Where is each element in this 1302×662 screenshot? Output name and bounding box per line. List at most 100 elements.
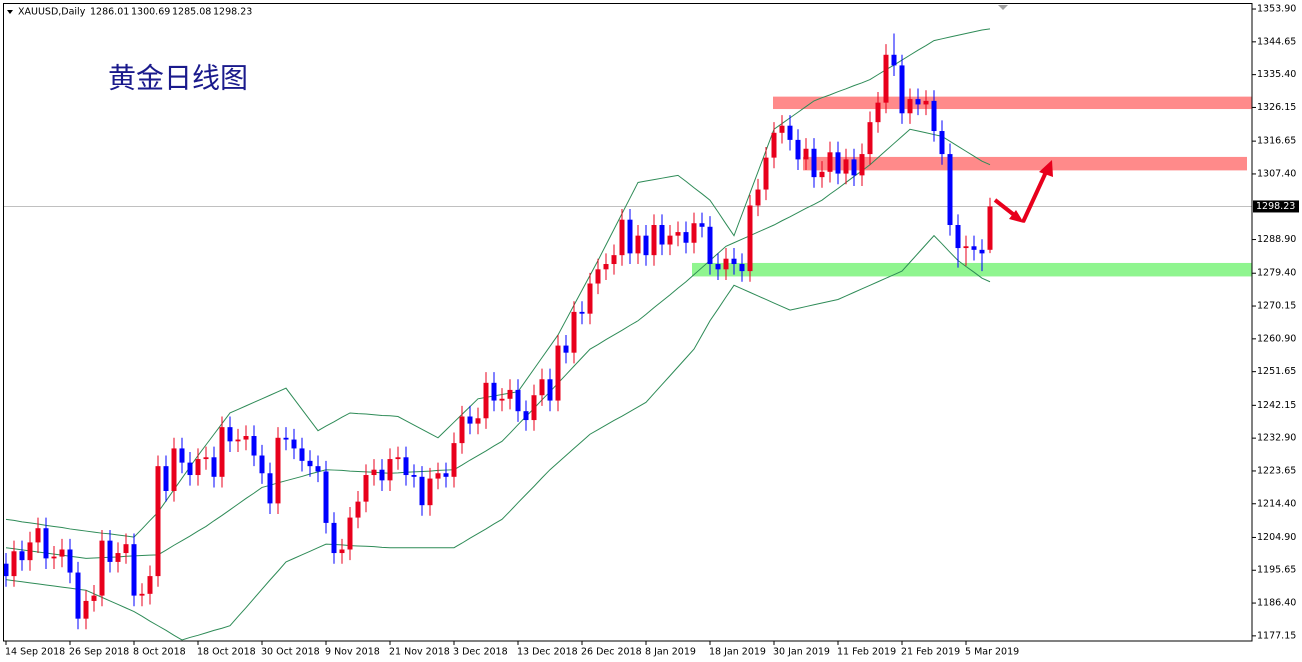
price-zone (773, 96, 1252, 110)
menu-arrow[interactable] (7, 10, 13, 14)
candle-body (347, 517, 353, 550)
candle-body (27, 542, 33, 561)
candle-body (395, 457, 401, 460)
candle-body (331, 522, 337, 554)
candle-body (155, 466, 161, 577)
candle-body (403, 457, 409, 476)
candle-body (267, 473, 273, 504)
arrow-line (1021, 171, 1048, 223)
candle-body (451, 443, 457, 477)
candle-body (859, 154, 865, 176)
candle-body (363, 475, 369, 502)
candle-body (83, 600, 89, 619)
candle-body (819, 171, 825, 178)
candle-body (507, 389, 513, 399)
ohlc-low: 1285.08 (172, 7, 211, 18)
candle-body (715, 264, 721, 270)
candle-body (955, 225, 961, 249)
candle-body (227, 427, 233, 442)
candle-body (747, 205, 753, 272)
candle-body (163, 466, 169, 491)
candle-body (723, 258, 729, 270)
arrows (993, 160, 1053, 223)
price-zone (692, 262, 1252, 277)
x-tick-label: 8 Oct 2018 (133, 647, 186, 658)
candle-body (283, 437, 289, 440)
x-tick-label: 9 Nov 2018 (325, 647, 380, 658)
x-tick-label: 3 Dec 2018 (453, 647, 508, 658)
candle-body (379, 469, 385, 481)
y-tick-label: 1270.15 (1257, 301, 1296, 312)
y-tick-label: 1223.65 (1257, 465, 1296, 476)
candle-body (659, 225, 665, 245)
candle-body (763, 157, 769, 190)
candle-body (771, 132, 777, 158)
candle-body (683, 232, 689, 243)
y-tick-label: 1186.40 (1257, 598, 1296, 609)
candle-body (491, 382, 497, 401)
candle-body (123, 544, 129, 554)
candle-body (827, 152, 833, 172)
candle-body (923, 100, 929, 105)
candle-body (963, 246, 969, 249)
candle-body (307, 460, 313, 467)
candle-body (211, 457, 217, 477)
candle-body (971, 246, 977, 250)
candle-body (563, 345, 569, 353)
y-tick-label: 1177.15 (1257, 630, 1296, 641)
candle-body (787, 125, 793, 140)
y-tick-label: 1344.65 (1257, 36, 1296, 47)
candle-body (635, 235, 641, 254)
candle-body (883, 54, 889, 103)
candle-body (547, 379, 553, 401)
candle-body (555, 345, 561, 401)
x-tick-label: 18 Jan 2019 (709, 647, 766, 658)
candle-body (947, 154, 953, 226)
candle-body (931, 100, 937, 132)
candle-body (387, 459, 393, 481)
candle-body (99, 540, 105, 596)
candle-body (619, 219, 625, 256)
candle-body (835, 152, 841, 174)
shift-marker[interactable] (998, 5, 1008, 10)
candle-body (275, 437, 281, 504)
candle-body (739, 264, 745, 272)
candle-body (899, 65, 905, 114)
y-tick-label: 1307.40 (1257, 168, 1296, 179)
y-tick-label: 1316.65 (1257, 136, 1296, 147)
y-tick-label: 1288.90 (1257, 234, 1296, 245)
candle-body (539, 379, 545, 396)
candle-body (107, 540, 113, 562)
candle-body (467, 416, 473, 424)
candle-body (755, 189, 761, 206)
candle-body (219, 427, 225, 477)
candle-body (323, 471, 329, 523)
candle-body (627, 219, 633, 254)
x-tick-label: 5 Mar 2019 (965, 647, 1019, 658)
candle-body (699, 223, 705, 227)
x-tick-label: 21 Feb 2019 (901, 647, 960, 658)
candle-body (427, 478, 433, 506)
ohlc-open: 1286.01 (90, 7, 129, 18)
candle-body (43, 528, 49, 559)
candle-body (243, 436, 249, 440)
candle-body (147, 576, 153, 594)
candle-body (59, 549, 65, 557)
candle-body (987, 206, 993, 250)
candle-body (603, 264, 609, 270)
candle-body (371, 469, 377, 476)
candle-body (651, 225, 657, 256)
candle-body (803, 148, 809, 160)
candle-body (939, 131, 945, 155)
plot-area (3, 28, 1252, 641)
candle-body (915, 99, 921, 105)
candle-body (675, 232, 681, 236)
candle-body (643, 235, 649, 256)
candle-body (67, 549, 73, 573)
candle-body (579, 311, 585, 314)
candle-body (523, 411, 529, 421)
candle-body (91, 595, 97, 601)
y-tick-label: 1214.40 (1257, 498, 1296, 509)
ohlc-high: 1300.69 (131, 7, 170, 18)
